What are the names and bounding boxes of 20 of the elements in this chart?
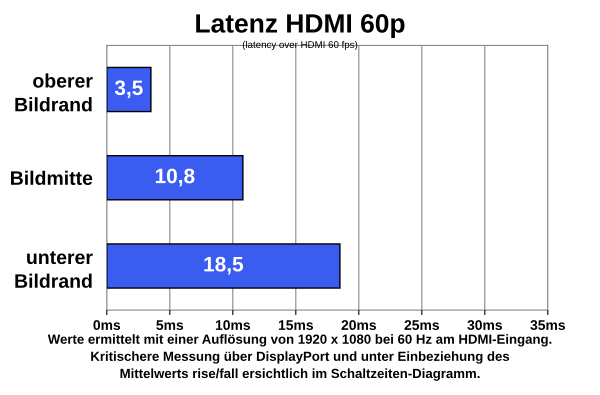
x-tick-label: 15ms [278, 320, 313, 330]
chart-subtitle: (latency over HDMI 60 fps) [242, 40, 358, 50]
bar [106, 155, 244, 200]
text: Werte ermittelt mit einer Auflösung von 1920 x 1080 bei 60 Hz am HDMI-Eingang. Kritischere Messung über DisplayPort und unter Einbeziehung des Mittelwerts rise/fall ersichtlich im Schaltzeiten-Diagramm. [48, 334, 552, 381]
x-tick-label: 25ms [404, 320, 439, 330]
bar [106, 243, 341, 289]
x-tick-label: 10ms [216, 320, 250, 330]
x-tick-label: 20ms [342, 320, 376, 330]
y-tick-label: Bildmitte [11, 170, 92, 185]
x-tick-label: 5ms [156, 320, 184, 330]
y-tick-label: oberer Bildrand [15, 73, 93, 112]
x-tick-label: 30ms [467, 320, 502, 330]
chart-title: Latenz HDMI 60p [196, 14, 404, 38]
data-label: 18,5 [204, 256, 244, 275]
x-tick-label: 35ms [530, 320, 565, 330]
data-label: 10,8 [156, 168, 194, 186]
bar [106, 66, 152, 112]
data-label: 3,5 [114, 80, 143, 98]
x-tick-label: 0ms [93, 320, 120, 330]
y-tick-label: unterer Bildrand [15, 251, 93, 288]
